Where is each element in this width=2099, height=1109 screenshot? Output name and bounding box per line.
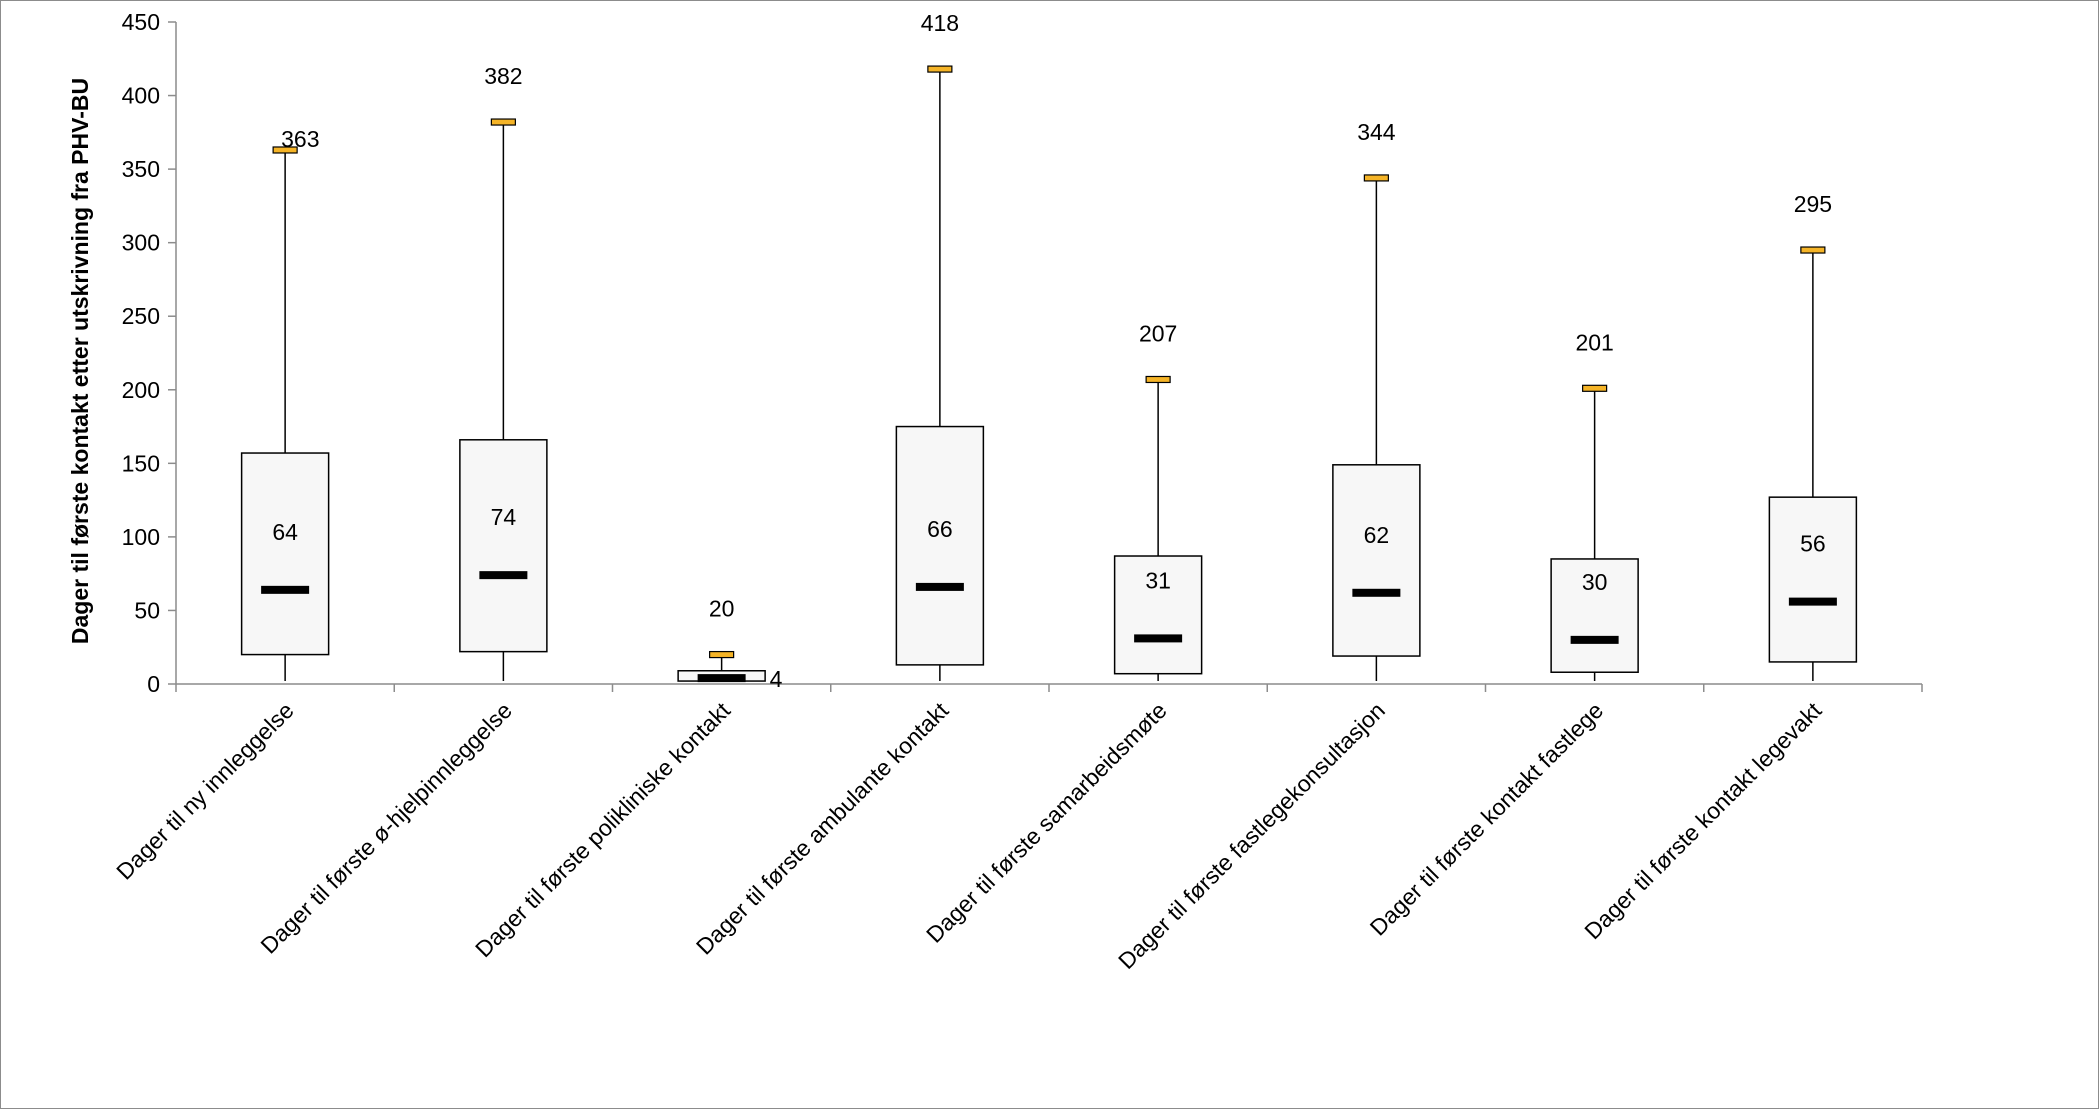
x-category-label: Dager til første ambulante kontakt	[691, 697, 954, 960]
y-tick-label: 200	[122, 377, 160, 403]
median-data-label: 4	[770, 666, 783, 692]
axes: 0 50 100 150 200 250 300 350 400 450	[122, 9, 1923, 697]
boxes	[240, 65, 1858, 683]
x-category-label: Dager til første fastlegekonsultasjon	[1113, 697, 1390, 974]
box	[1332, 464, 1421, 657]
y-tick-label: 350	[122, 156, 160, 182]
max-marker	[490, 118, 516, 126]
box	[459, 439, 548, 653]
max-marker	[927, 65, 953, 73]
x-category-label: Dager til første kontakt legevakt	[1579, 697, 1827, 945]
max-marker	[1800, 246, 1826, 254]
y-tick-label: 100	[122, 524, 160, 550]
median-marker	[697, 674, 746, 683]
max-data-label: 418	[921, 10, 959, 36]
y-tick-label: 300	[122, 230, 160, 256]
median-marker	[1134, 634, 1183, 643]
max-marker	[1363, 174, 1389, 182]
max-marker	[1145, 375, 1171, 384]
median-marker	[915, 582, 964, 591]
median-marker	[479, 571, 528, 580]
median-data-label: 64	[272, 519, 298, 545]
median-data-label: 30	[1582, 569, 1608, 595]
y-tick-label: 250	[122, 303, 160, 329]
max-marker	[272, 146, 298, 154]
y-axis-title: Dager til første kontakt etter utskrivni…	[67, 78, 93, 644]
median-data-label: 66	[927, 516, 953, 542]
box	[895, 425, 985, 666]
max-marker	[1582, 384, 1608, 392]
median-data-label: 56	[1800, 531, 1826, 557]
max-data-label: 295	[1794, 191, 1832, 217]
max-marker	[709, 650, 735, 659]
y-tick-label: 150	[122, 450, 160, 476]
median-marker	[1570, 635, 1619, 644]
box	[1768, 496, 1858, 663]
y-tick-label: 0	[147, 671, 160, 697]
max-data-label: 201	[1575, 329, 1613, 355]
median-marker	[1788, 597, 1837, 606]
median-data-label: 62	[1364, 522, 1390, 548]
max-data-label: 382	[484, 63, 522, 89]
y-tick-label: 50	[134, 597, 160, 623]
y-tick-label: 400	[122, 83, 160, 109]
x-category-label: Dager til ny innleggelse	[111, 697, 298, 884]
max-data-label: 20	[709, 596, 735, 622]
max-data-label: 344	[1357, 119, 1396, 145]
median-marker	[261, 585, 310, 594]
x-category-label: Dager til første ø-hjelpinnleggelse	[255, 697, 517, 959]
median-data-label: 31	[1145, 567, 1171, 593]
x-category-label: Dager til første kontakt fastlege	[1365, 697, 1608, 940]
x-category-label: Dager til første samarbeidsmøte	[921, 697, 1172, 948]
median-marker	[1352, 588, 1401, 597]
max-data-label: 363	[281, 126, 319, 152]
box	[1550, 558, 1639, 673]
y-tick-label: 450	[122, 9, 160, 35]
box	[1113, 555, 1203, 675]
box	[240, 452, 330, 656]
median-data-label: 74	[491, 504, 517, 530]
max-data-label: 207	[1139, 320, 1177, 346]
x-category-label: Dager til første polikliniske kontakt	[470, 697, 736, 963]
